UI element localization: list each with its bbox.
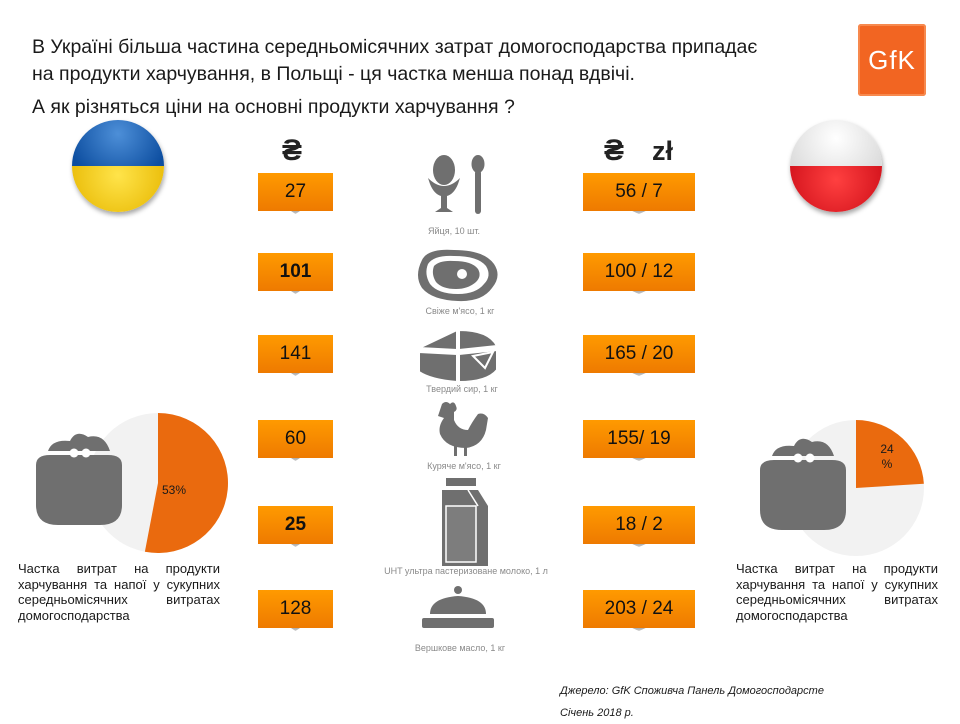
chicken-icon: [438, 402, 488, 456]
ukraine-flag-icon: [72, 120, 164, 212]
ua-share-chart: [36, 413, 228, 553]
pl-price-chicken: 155/ 19: [583, 420, 695, 458]
pl-share-description: Частка витрат на продукти харчування та …: [736, 561, 938, 623]
source-line-1: Джерело: GfK Споживча Панель Домогоспода…: [560, 685, 824, 697]
ua-price-milk: 25: [258, 506, 333, 544]
ua-price-meat: 101: [258, 253, 333, 291]
hryvnia-symbol-ua: ₴: [282, 134, 303, 167]
pl-price-cheese: 165 / 20: [583, 335, 695, 373]
zloty-symbol: zł: [652, 136, 674, 166]
source-note: Джерело: GfK Споживча Панель Домогоспода…: [560, 680, 824, 724]
ua-share-slice: [144, 413, 228, 553]
purse-icon-ua: [36, 433, 122, 525]
pl-share-value-percent: %: [881, 457, 893, 471]
ua-price-eggs: 27: [258, 173, 333, 211]
pl-price-butter: 203 / 24: [583, 590, 695, 628]
pl-share-value-number: 24: [880, 442, 894, 456]
pl-price-eggs: 56 / 7: [583, 173, 695, 211]
poland-flag-icon: [790, 120, 882, 212]
product-label-eggs: Яйця, 10 шт.: [428, 226, 480, 236]
hryvnia-symbol-pl: ₴: [604, 134, 625, 167]
ua-price-chicken: 60: [258, 420, 333, 458]
product-label-cheese: Твердий сир, 1 кг: [426, 384, 498, 394]
pl-share-value: 24 %: [876, 442, 898, 472]
pl-share-chart: [760, 420, 924, 556]
purse-icon-pl: [760, 438, 846, 530]
product-label-milk: UHT ультра пастеризоване молоко, 1 л: [384, 566, 548, 576]
ua-share-description: Частка витрат на продукти харчування та …: [18, 561, 220, 623]
butter-dish-icon: [422, 586, 494, 628]
steak-icon: [418, 249, 498, 302]
source-line-2: Січень 2018 р.: [560, 707, 634, 719]
product-label-meat: Свіже м'ясо, 1 кг: [425, 306, 495, 316]
pl-price-meat: 100 / 12: [583, 253, 695, 291]
product-label-butter: Вершкове масло, 1 кг: [414, 643, 506, 653]
ua-price-cheese: 141: [258, 335, 333, 373]
product-label-chicken: Куряче м'ясо, 1 кг: [427, 461, 501, 471]
milk-carton-icon: [442, 478, 488, 566]
pl-price-milk: 18 / 2: [583, 506, 695, 544]
pl-share-slice: [856, 420, 924, 488]
gfk-logo: GfK: [858, 24, 926, 96]
headline-line-2: на продукти харчування, в Польщі - ця ча…: [32, 63, 635, 85]
ua-price-butter: 128: [258, 590, 333, 628]
egg-cup-spoon-icon: [428, 155, 485, 214]
question-text: А як різняться ціни на основні продукти …: [32, 96, 515, 118]
cheese-wheel-icon: [418, 328, 499, 384]
ua-share-value: 53%: [162, 483, 187, 497]
headline: В Україні більша частина середньомісячни…: [32, 34, 847, 88]
headline-line-1: В Україні більша частина середньомісячни…: [32, 36, 758, 58]
